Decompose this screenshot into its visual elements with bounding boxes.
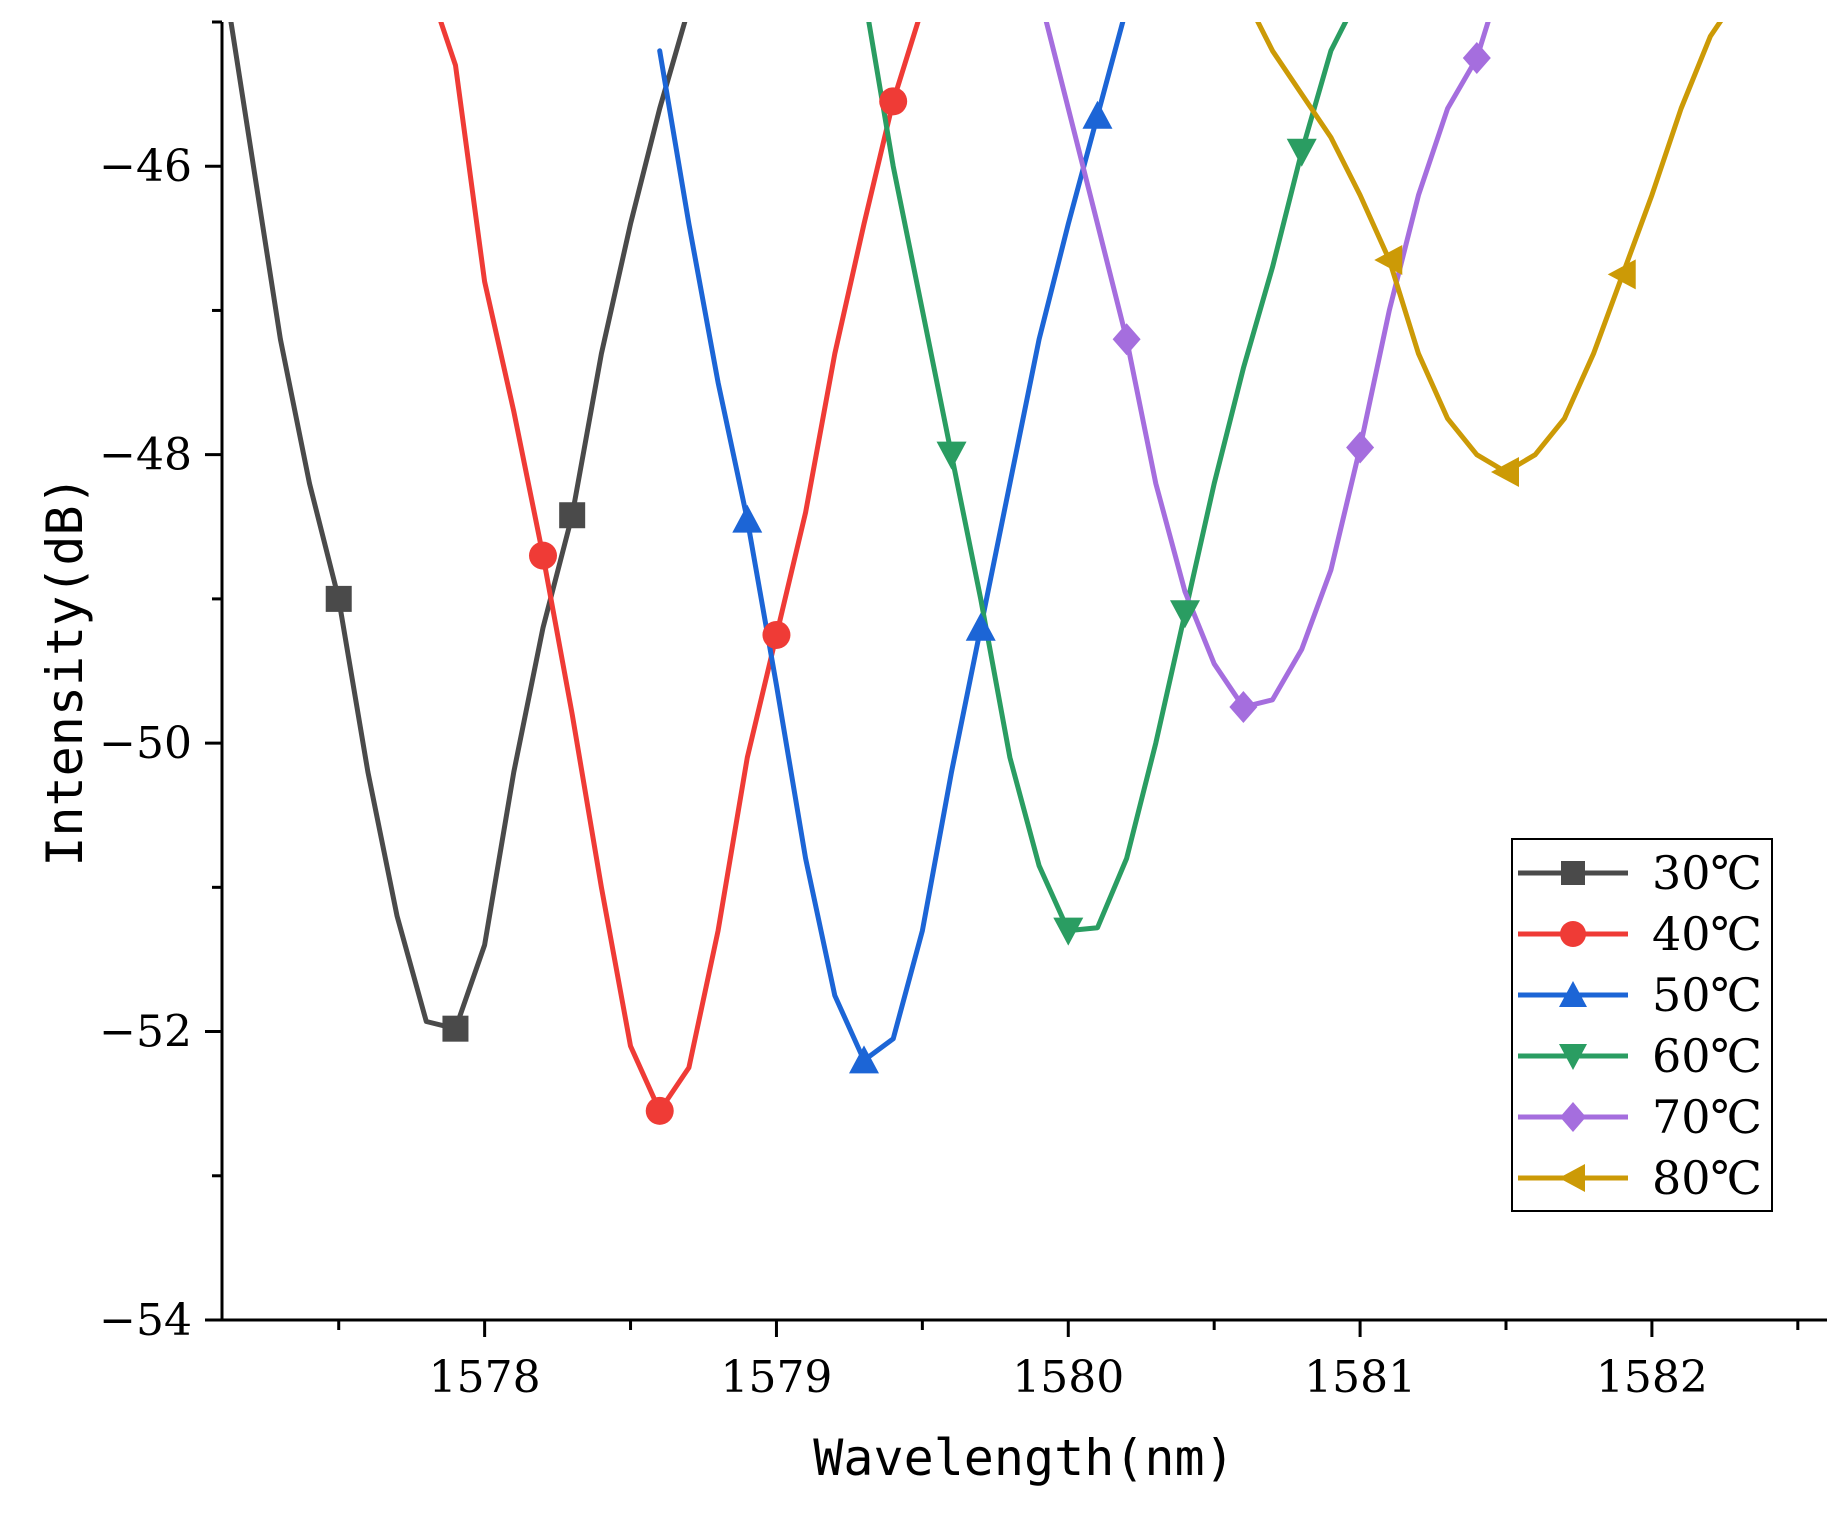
data-point-70	[1112, 323, 1141, 356]
series-lines	[228, 22, 1724, 1114]
axes	[205, 20, 1827, 1337]
data-point-50	[732, 504, 763, 533]
data-point-30	[559, 502, 586, 529]
x-tick-label: 1581	[1304, 1352, 1416, 1403]
data-point-60	[936, 441, 967, 470]
y-tick-label: −54	[99, 1295, 192, 1346]
data-point-30	[325, 585, 352, 612]
series-line-60	[866, 22, 1349, 934]
data-point-50	[849, 1045, 879, 1074]
legend-marker-60	[1559, 1044, 1587, 1070]
y-tick-label: −48	[99, 430, 192, 481]
data-point-30	[442, 1015, 469, 1042]
data-point-40	[879, 87, 908, 116]
data-point-60	[1170, 600, 1200, 629]
legend: 30℃ 40℃ 50℃ 60℃ 70℃ 80℃	[1511, 838, 1773, 1212]
x-tick-label: 1580	[1012, 1352, 1124, 1403]
legend-marker-30	[1561, 861, 1585, 885]
data-point-40	[529, 541, 557, 570]
legend-marker-40	[1560, 921, 1586, 947]
tick-labels: 1578 1579 1580 1581 1582 −54 −52 −50 −48 −46	[99, 141, 1708, 1403]
legend-marker-50	[1559, 981, 1587, 1007]
data-point-30	[676, 0, 702, 21]
legend-label-60: 60℃	[1652, 1029, 1762, 1083]
data-point-40	[645, 1096, 674, 1125]
data-point-60	[1286, 138, 1317, 167]
x-axis-title: Wavelength(nm)	[813, 1429, 1234, 1487]
legend-marker-80	[1559, 1164, 1585, 1192]
legend-label-30: 30℃	[1652, 846, 1762, 900]
x-tick-label: 1578	[429, 1352, 541, 1403]
data-point-80	[1374, 244, 1403, 275]
y-tick-label: −50	[99, 718, 192, 769]
legend-box	[1511, 838, 1773, 1212]
data-point-50	[965, 612, 996, 641]
x-tick-label: 1582	[1596, 1352, 1708, 1403]
series-line-70	[1043, 22, 1491, 710]
data-point-80	[1491, 456, 1519, 487]
data-point-70	[1346, 431, 1375, 464]
data-point-70	[1462, 42, 1491, 75]
legend-marker-70	[1560, 1102, 1586, 1132]
series-line-40	[438, 22, 921, 1114]
series-markers	[325, 0, 1636, 1125]
data-point-60	[1053, 917, 1084, 946]
legend-label-70: 70℃	[1652, 1090, 1762, 1144]
x-tick-label: 1579	[720, 1352, 832, 1403]
series-line-80	[1255, 22, 1724, 475]
legend-label-40: 40℃	[1652, 907, 1762, 961]
legend-label-50: 50℃	[1652, 968, 1762, 1022]
data-point-50	[1082, 100, 1113, 129]
y-tick-label: −52	[99, 1007, 192, 1058]
series-line-50	[657, 22, 1126, 1063]
y-tick-label: −46	[99, 141, 192, 192]
data-point-80	[1607, 259, 1636, 290]
data-point-70	[1229, 691, 1258, 724]
legend-label-80: 80℃	[1652, 1151, 1762, 1205]
y-axis-title: Intensity(dB)	[36, 475, 94, 866]
data-point-40	[762, 620, 791, 649]
